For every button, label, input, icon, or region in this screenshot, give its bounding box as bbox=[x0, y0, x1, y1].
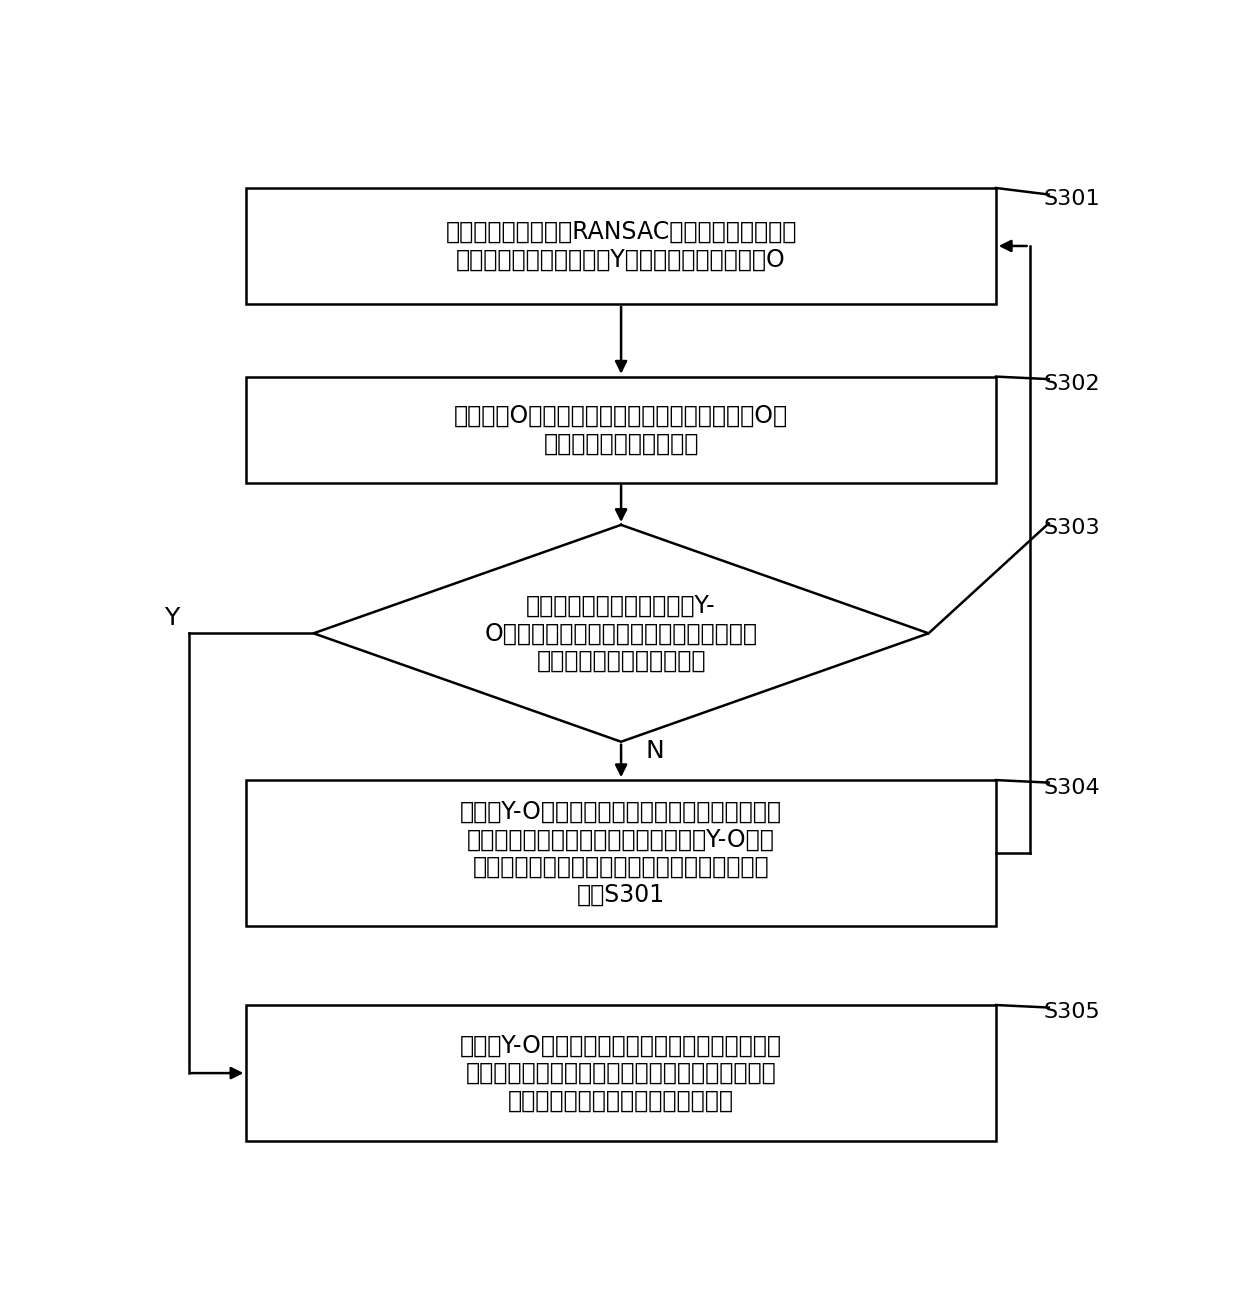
Text: 若所述Y-O的支持点个数不少于预设比例的该第一
类分割区域内的支持点个数，则将所述Y-O作为
该第一类分割区域内的当前支持点集，返回执行
步骤S301: 若所述Y-O的支持点个数不少于预设比例的该第一 类分割区域内的支持点个数，则将所… bbox=[460, 799, 782, 907]
Text: S303: S303 bbox=[1044, 519, 1101, 538]
Text: S302: S302 bbox=[1044, 375, 1101, 394]
Text: 根据所述O的支持点和支持点的视差，拟合所述O对
应的物理平面的平面方程: 根据所述O的支持点和支持点的视差，拟合所述O对 应的物理平面的平面方程 bbox=[454, 403, 789, 456]
Polygon shape bbox=[314, 525, 929, 741]
Text: S305: S305 bbox=[1044, 1002, 1101, 1023]
Text: Y: Y bbox=[164, 607, 179, 630]
FancyBboxPatch shape bbox=[247, 1005, 996, 1141]
Text: N: N bbox=[645, 739, 663, 762]
Text: 基于随机抽样一致性RANSAC算法，从该第一类分
割区域内的当前支持点集Y中选取目标支持点子集O: 基于随机抽样一致性RANSAC算法，从该第一类分 割区域内的当前支持点集Y中选取… bbox=[445, 220, 797, 272]
Text: S304: S304 bbox=[1044, 778, 1101, 798]
Text: 若所述Y-O的支持点个数少于预设比例的该第一类
分割区域内的支持点个数，则将当前已拟合的物理
平面的平面方程作为最终的拟合结果: 若所述Y-O的支持点个数少于预设比例的该第一类 分割区域内的支持点个数，则将当前… bbox=[460, 1034, 782, 1114]
Text: S301: S301 bbox=[1044, 190, 1101, 210]
Text: 判断当前未拟合支持点子集Y-
O的支持点个数是否少于预设比例的该第一
类分割区域内的支持点个数: 判断当前未拟合支持点子集Y- O的支持点个数是否少于预设比例的该第一 类分割区域… bbox=[485, 593, 758, 673]
FancyBboxPatch shape bbox=[247, 187, 996, 304]
FancyBboxPatch shape bbox=[247, 376, 996, 482]
FancyBboxPatch shape bbox=[247, 779, 996, 926]
